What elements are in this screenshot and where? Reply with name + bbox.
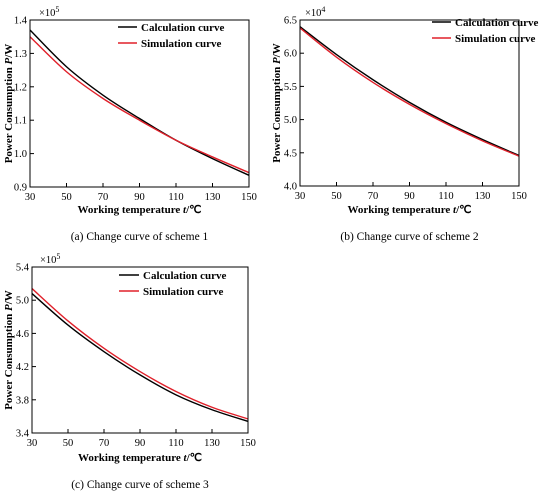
panel-a-y-ticks: 0.9 1.0 1.1 1.2 1.3 1.4	[14, 16, 34, 194]
panel-b-y-tick-label: 4.5	[284, 148, 297, 159]
panel-c-series	[31, 288, 249, 423]
panel-a-y-axis-title: Power Consumption P/W	[3, 44, 15, 164]
panel-c-y-tick-label: 5.0	[16, 296, 29, 307]
panel-b: ×104 4.0 4.5 5.0 5.5 6.0 6.5 30 50 70 90 110 130 15…	[271, 5, 539, 243]
panel-b-x-axis-title: Working temperature t/℃	[348, 204, 472, 216]
panel-a-x-tick-label: 110	[168, 192, 183, 203]
panel-a-legend: Calculation curve Simulation curve	[118, 22, 225, 50]
panel-a-x-axis-title: Working temperature t/℃	[78, 204, 202, 216]
panel-a-y-tick-label: 1.1	[14, 116, 27, 127]
panel-c-y-tick-label: 4.2	[16, 362, 29, 373]
panel-c-y-tick-label: 3.8	[16, 395, 29, 406]
panel-a-series-simulation-line	[29, 36, 250, 174]
panel-a-caption: (a) Change curve of scheme 1	[71, 231, 209, 243]
panel-b-y-tick-label: 6.5	[284, 16, 297, 27]
panel-b-series	[299, 26, 520, 157]
panel-c-series-simulation-line	[31, 288, 249, 420]
panel-a-legend-label-simulation: Simulation curve	[141, 38, 221, 50]
panel-c-legend-label-calculation: Calculation curve	[143, 270, 227, 282]
panel-a-x-tick-label: 90	[134, 192, 145, 203]
panel-c-y-tick-label: 3.4	[16, 429, 30, 440]
panel-c-caption: (c) Change curve of scheme 3	[71, 479, 209, 491]
panel-b-y-tick-label: 5.0	[284, 115, 297, 126]
panel-b-x-tick-label: 30	[295, 191, 306, 202]
panel-a-series-calculation-line	[29, 29, 250, 176]
panel-a-y-tick-label: 1.0	[14, 149, 27, 160]
panel-a-y-tick-label: 0.9	[14, 183, 27, 194]
panel-b-y-tick-label: 5.5	[284, 82, 297, 93]
panel-b-x-ticks: 30 50 70 90 110 130 150	[295, 182, 527, 202]
panel-c-x-tick-label: 90	[135, 438, 146, 449]
panel-c-y-multiplier: ×105	[40, 252, 60, 266]
panel-c-legend-label-simulation: Simulation curve	[143, 286, 223, 298]
panel-c-y-tick-label: 4.6	[16, 329, 29, 340]
panel-b-y-multiplier: ×104	[305, 5, 325, 19]
panel-a-x-ticks: 30 50 70 90 110 130 150	[25, 183, 257, 203]
panel-b-plot-frame	[299, 19, 520, 187]
panel-b-x-tick-label: 150	[511, 191, 527, 202]
panel-b-y-tick-label: 4.0	[284, 182, 297, 193]
panel-b-legend: Calculation curve Simulation curve	[432, 17, 539, 45]
panel-a-x-tick-label: 70	[98, 192, 109, 203]
panel-b-x-tick-label: 130	[475, 191, 491, 202]
panel-a: ×105 0.9 1.0 1.1 1.2 1.3 1.4 30 50 70 90 110 130 15…	[3, 5, 257, 243]
panel-c-x-tick-label: 50	[63, 438, 74, 449]
panel-a-legend-label-calculation: Calculation curve	[141, 22, 225, 34]
panel-a-y-tick-label: 1.2	[14, 82, 27, 93]
panel-a-x-tick-label: 50	[61, 192, 72, 203]
panel-c-y-tick-label: 5.4	[16, 263, 30, 274]
panel-b-caption: (b) Change curve of scheme 2	[340, 231, 479, 243]
panel-a-y-tick-label: 1.3	[14, 49, 27, 60]
panel-b-series-calculation-line	[299, 26, 520, 157]
panel-c-x-tick-label: 130	[204, 438, 220, 449]
panel-c-x-tick-label: 30	[27, 438, 38, 449]
panel-b-series-simulation-line	[299, 27, 520, 157]
panel-b-x-tick-label: 50	[331, 191, 342, 202]
panel-b-legend-label-simulation: Simulation curve	[455, 33, 535, 45]
panel-b-x-tick-label: 90	[404, 191, 415, 202]
panel-c-plot-frame	[31, 266, 249, 434]
panel-c-x-tick-label: 110	[168, 438, 183, 449]
panel-b-x-tick-label: 110	[438, 191, 453, 202]
panel-c-x-axis-title: Working temperature t/℃	[78, 452, 202, 464]
panel-c-x-ticks: 30 50 70 90 110 130 150	[27, 429, 256, 449]
panel-b-legend-label-calculation: Calculation curve	[455, 17, 539, 29]
panel-a-series	[29, 29, 250, 176]
panel-c-legend: Calculation curve Simulation curve	[119, 270, 227, 298]
panel-a-y-multiplier: ×105	[39, 5, 59, 19]
panel-b-y-axis-title: Power Consumption P/W	[271, 43, 283, 163]
panel-c-series-calculation-line	[31, 293, 249, 423]
panel-a-y-tick-label: 1.4	[14, 16, 28, 27]
panel-c-x-tick-label: 150	[240, 438, 256, 449]
panel-c: ×105 3.4 3.8 4.2 4.6 5.0 5.4 30 50 70 90 110 130 15…	[3, 252, 256, 491]
panel-a-x-tick-label: 130	[205, 192, 221, 203]
panel-a-x-tick-label: 150	[241, 192, 257, 203]
panel-b-x-tick-label: 70	[368, 191, 379, 202]
panel-c-y-axis-title: Power Consumption P/W	[3, 290, 15, 410]
panel-a-x-tick-label: 30	[25, 192, 36, 203]
panel-b-y-tick-label: 6.0	[284, 49, 297, 60]
panel-a-plot-frame	[29, 19, 250, 188]
panel-c-x-tick-label: 70	[99, 438, 110, 449]
panel-b-y-ticks: 4.0 4.5 5.0 5.5 6.0 6.5	[284, 16, 304, 193]
